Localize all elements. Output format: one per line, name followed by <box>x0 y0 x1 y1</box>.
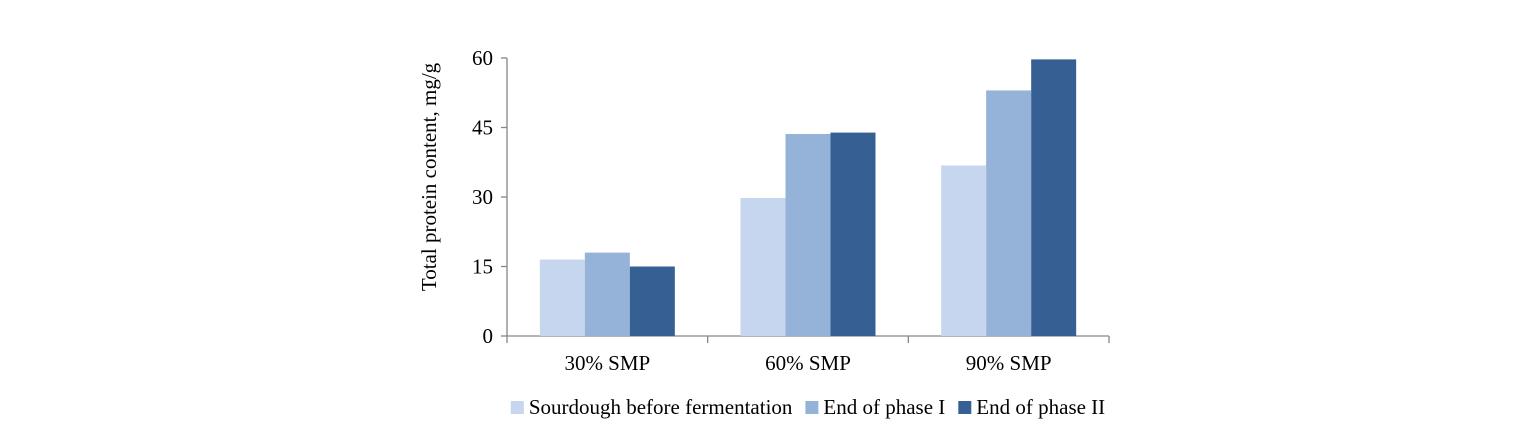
bar <box>941 165 987 336</box>
x-tick-labels: 30% SMP 60% SMP 90% SMP <box>564 351 1051 375</box>
bars <box>539 59 1077 336</box>
y-axis-title: Total protein content, mg/g <box>417 62 441 291</box>
y-tick-label: 45 <box>472 116 493 140</box>
legend-label: End of phase II <box>976 395 1105 419</box>
bar <box>1031 59 1077 336</box>
bar <box>629 266 675 336</box>
y-tick-labels: 0 15 30 45 60 <box>472 46 493 348</box>
y-tick-label: 30 <box>472 185 493 209</box>
bar <box>830 132 876 336</box>
bar <box>740 197 786 336</box>
legend-swatch <box>805 401 819 414</box>
bar <box>785 133 831 336</box>
x-tick-label: 90% SMP <box>966 351 1052 375</box>
bar <box>539 259 585 336</box>
legend-label: End of phase I <box>823 395 945 419</box>
bar <box>584 252 630 336</box>
x-tick-label: 60% SMP <box>765 351 851 375</box>
legend: Sourdough before fermentation End of phas… <box>510 395 1105 419</box>
legend-label: Sourdough before fermentation <box>529 395 793 419</box>
x-tick-label: 30% SMP <box>564 351 650 375</box>
y-tick-label: 15 <box>472 255 493 279</box>
bar <box>986 90 1032 336</box>
legend-swatch <box>510 401 524 414</box>
y-tick-label: 60 <box>472 46 493 70</box>
y-tick-label: 0 <box>483 324 494 348</box>
legend-swatch <box>958 401 972 414</box>
